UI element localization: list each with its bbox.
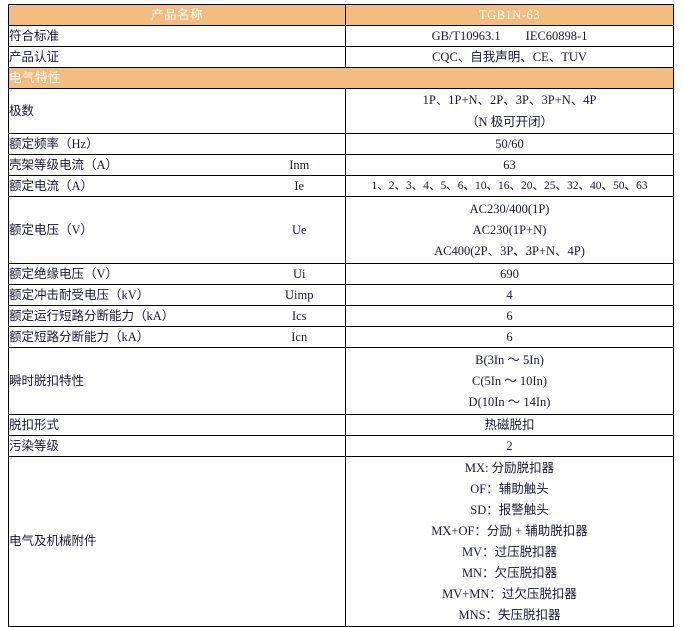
- value-line: MN：欠压脱扣器: [461, 566, 558, 581]
- row-label-poles: 极数: [8, 88, 254, 134]
- row-label-frequency: 额定频率（Hz）: [8, 133, 254, 155]
- table-row: 壳架等级电流（A） Inm 63: [8, 154, 675, 176]
- row-label-rated-current: 额定电流（A）: [8, 175, 254, 197]
- row-value-frequency: 50/60: [345, 133, 675, 155]
- table-row: 额定电压（V） Ue AC230/400(1P) AC230(1P+N) AC4…: [8, 196, 675, 264]
- row-symbol-certification: [253, 46, 347, 68]
- value-line: 1P、1P+N、2P、3P、3P+N、4P: [422, 93, 597, 108]
- row-symbol-insulation-voltage: Ui: [253, 263, 347, 285]
- table-row: 额定冲击耐受电压（kV） Uimp 4: [8, 284, 675, 306]
- row-label-pollution-degree: 污染等级: [8, 435, 254, 457]
- value-line: （N 极可开闭）: [465, 114, 554, 129]
- table-row: 产品认证 CQC、自我声明、CE、TUV: [8, 46, 675, 68]
- row-label-impulse-voltage: 额定冲击耐受电压（kV）: [8, 284, 254, 306]
- table-header-row: 产品名称 TGB1N-63: [7, 4, 675, 26]
- table-row: 符合标准 GB/T10963.1 IEC60898-1: [8, 25, 675, 47]
- row-symbol-frame-current: Inm: [253, 154, 347, 176]
- row-value-service-breaking-capacity: 6: [345, 305, 675, 327]
- row-value-certification: CQC、自我声明、CE、TUV: [345, 46, 675, 68]
- row-symbol-service-breaking-capacity: Ics: [253, 305, 347, 327]
- row-symbol-impulse-voltage: Uimp: [253, 284, 347, 306]
- value-line: MNS：失压脱扣器: [458, 608, 561, 623]
- row-value-pollution-degree: 2: [345, 435, 675, 457]
- value-line: SD：报警触头: [470, 502, 549, 517]
- value-line: MX+OF：分励 + 辅助脱扣器: [431, 523, 588, 538]
- row-value-rated-current: 1、2、3、4、5、6、10、16、20、25、32、40、50、63: [345, 175, 675, 197]
- row-label-insulation-voltage: 额定绝缘电压（V）: [8, 263, 254, 285]
- row-value-trip-type: 热磁脱扣: [345, 414, 675, 436]
- table-row: 极数 1P、1P+N、2P、3P、3P+N、4P （N 极可开闭）: [8, 88, 675, 134]
- value-line: AC400(2P、3P、3P+N、4P): [434, 244, 585, 259]
- section-header-electrical: 电气特性: [7, 67, 675, 89]
- row-label-certification: 产品认证: [8, 46, 254, 68]
- row-value-frame-current: 63: [345, 154, 675, 176]
- specification-table-container: 产品名称 TGB1N-63 符合标准 GB/T10963.1 IEC60898-…: [7, 4, 675, 627]
- value-line: AC230/400(1P): [469, 201, 550, 216]
- row-symbol-rated-current: Ie: [253, 175, 347, 197]
- table-row: 脱扣形式 热磁脱扣: [8, 414, 675, 436]
- row-symbol-tripping-curve: [253, 347, 347, 415]
- row-symbol-rated-voltage: Ue: [253, 196, 347, 264]
- row-value-rated-voltage: AC230/400(1P) AC230(1P+N) AC400(2P、3P、3P…: [345, 196, 675, 264]
- row-label-accessories: 电气及机械附件: [8, 456, 254, 627]
- table-row: 额定运行短路分断能力（kA） Ics 6: [8, 305, 675, 327]
- row-symbol-poles: [253, 88, 347, 134]
- row-symbol-accessories: [253, 456, 347, 627]
- row-symbol-trip-type: [253, 414, 347, 436]
- row-label-breaking-capacity: 额定短路分断能力（kA）: [8, 326, 254, 348]
- table-row: 污染等级 2: [8, 435, 675, 457]
- value-line: D(10In ～ 14In): [468, 395, 551, 410]
- row-value-accessories: MX: 分励脱扣器 OF：辅助触头 SD：报警触头 MX+OF：分励 + 辅助脱…: [345, 456, 675, 627]
- row-value-impulse-voltage: 4: [345, 284, 675, 306]
- value-line: AC230(1P+N): [472, 222, 547, 237]
- table-row: 额定频率（Hz） 50/60: [8, 133, 675, 155]
- value-line: MV：过压脱扣器: [461, 545, 558, 559]
- row-symbol-standards: [253, 25, 347, 47]
- value-line: OF：辅助触头: [470, 481, 549, 496]
- table-row: 瞬时脱扣特性 B(3In ～ 5In) C(5In ～ 10In) D(10In…: [8, 347, 675, 415]
- row-value-poles: 1P、1P+N、2P、3P、3P+N、4P （N 极可开闭）: [345, 88, 675, 134]
- value-line: MX: 分励脱扣器: [464, 460, 555, 475]
- row-label-frame-current: 壳架等级电流（A）: [8, 154, 254, 176]
- row-label-tripping-curve: 瞬时脱扣特性: [8, 347, 254, 415]
- row-value-standards: GB/T10963.1 IEC60898-1: [345, 25, 675, 47]
- row-symbol-pollution-degree: [253, 435, 347, 457]
- row-value-tripping-curve: B(3In ～ 5In) C(5In ～ 10In) D(10In ～ 14In…: [345, 347, 675, 415]
- row-label-rated-voltage: 额定电压（V）: [8, 196, 254, 264]
- row-label-service-breaking-capacity: 额定运行短路分断能力（kA）: [8, 305, 254, 327]
- table-row: 额定短路分断能力（kA） Icn 6: [8, 326, 675, 348]
- row-label-trip-type: 脱扣形式: [8, 414, 254, 436]
- header-product-name: 产品名称: [7, 4, 347, 26]
- row-symbol-frequency: [253, 133, 347, 155]
- row-value-breaking-capacity: 6: [345, 326, 675, 348]
- table-row: 额定绝缘电压（V） Ui 690: [8, 263, 675, 285]
- table-row: 电气及机械附件 MX: 分励脱扣器 OF：辅助触头 SD：报警触头 MX+OF：…: [8, 456, 675, 627]
- value-line: C(5In ～ 10In): [472, 373, 548, 388]
- header-product-model: TGB1N-63: [345, 4, 675, 26]
- value-line: MV+MN：过欠压脱扣器: [442, 587, 577, 602]
- spec-table-body: 产品名称 TGB1N-63 符合标准 GB/T10963.1 IEC60898-…: [7, 4, 675, 627]
- value-line: B(3In ～ 5In): [475, 352, 544, 367]
- section-header-label: 电气特性: [7, 67, 675, 89]
- row-label-standards: 符合标准: [8, 25, 254, 47]
- table-row: 额定电流（A） Ie 1、2、3、4、5、6、10、16、20、25、32、40…: [8, 175, 675, 197]
- row-value-insulation-voltage: 690: [345, 263, 675, 285]
- product-specification-table: 产品名称 TGB1N-63 符合标准 GB/T10963.1 IEC60898-…: [7, 4, 675, 627]
- row-symbol-breaking-capacity: Icn: [253, 326, 347, 348]
